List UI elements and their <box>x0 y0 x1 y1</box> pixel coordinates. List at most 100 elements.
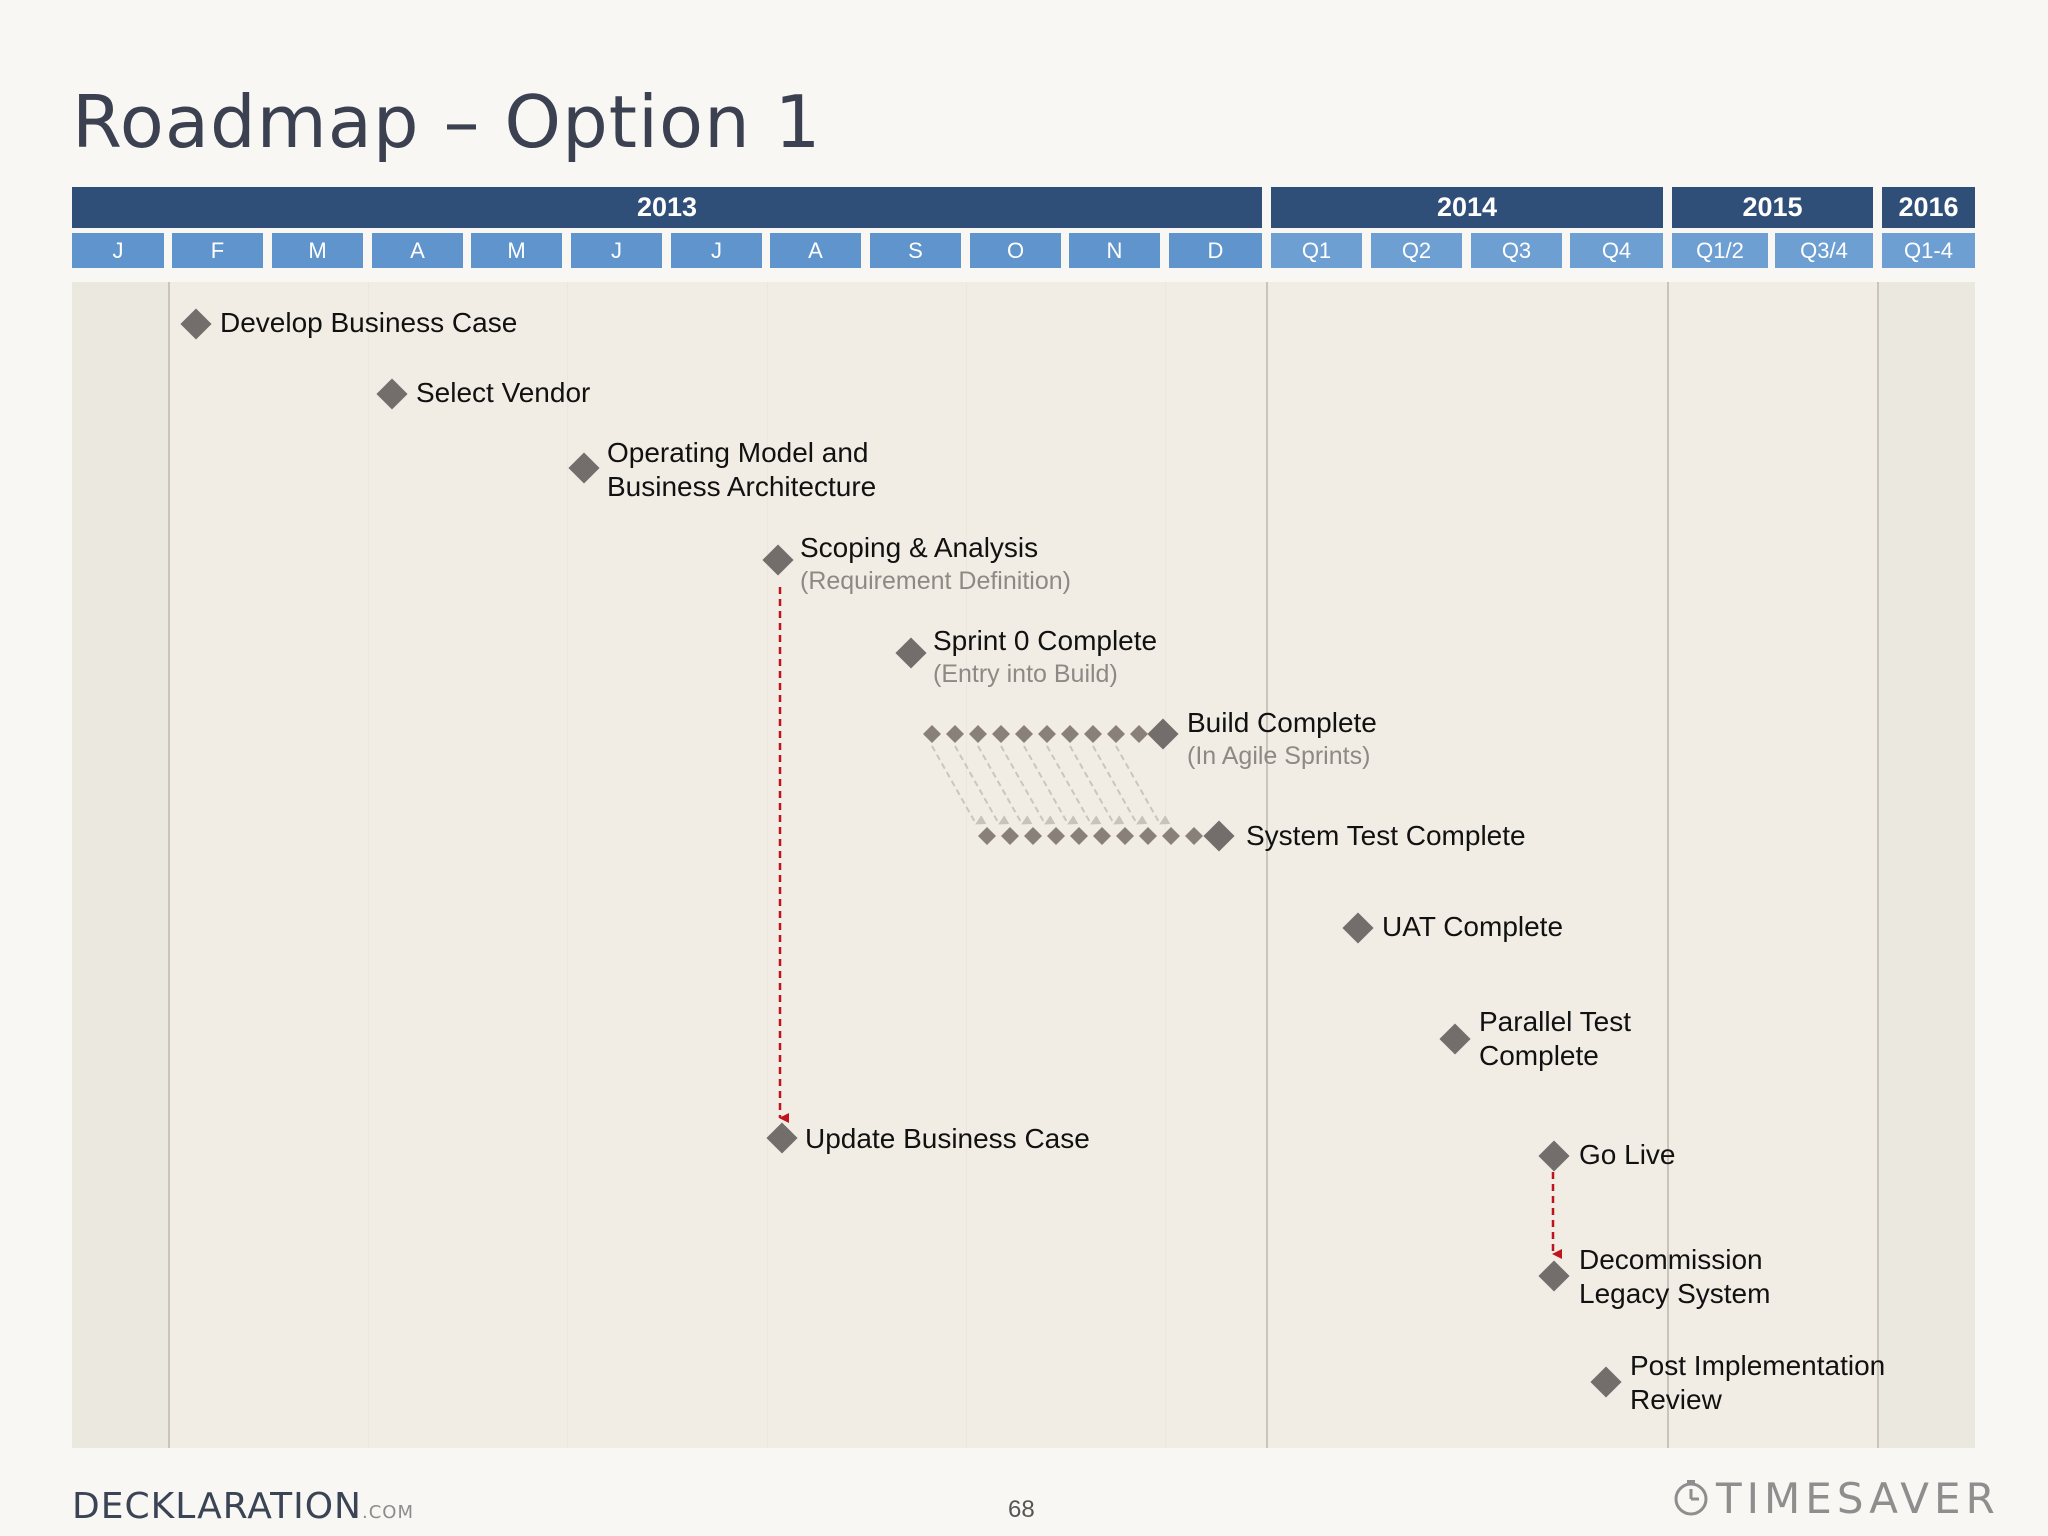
sprint-diamond <box>1130 725 1148 743</box>
milestone-label: Build Complete <box>1187 707 1377 738</box>
milestone-label: System Test Complete <box>1246 820 1526 851</box>
period-feb: F <box>172 233 263 268</box>
milestone-label: Parallel Test <box>1479 1006 1632 1037</box>
period-2014-q3: Q3 <box>1471 233 1562 268</box>
milestone-label: UAT Complete <box>1382 911 1564 942</box>
year-2016-band <box>1878 282 1975 1448</box>
milestone-post-implementation: Post Implementation Review <box>1630 1349 1885 1417</box>
milestone-label: Select Vendor <box>416 377 591 408</box>
milestone-label: Business Architecture <box>607 471 877 502</box>
milestone-label: Decommission <box>1579 1244 1763 1275</box>
sprint-diamonds-build <box>923 725 1171 743</box>
milestone-uat-complete: UAT Complete <box>1382 910 1563 944</box>
sprint-arrow <box>1046 745 1102 825</box>
sprint-diamond <box>969 725 987 743</box>
sprint-diamond <box>946 725 964 743</box>
period-oct: O <box>970 233 1061 268</box>
milestone-go-live: Go Live <box>1579 1138 1676 1172</box>
sprint-diamond <box>1070 827 1088 845</box>
sprint-diamond <box>1139 827 1157 845</box>
brand-text: TIMESAVER <box>1716 1474 2000 1523</box>
sprint-arrow <box>1023 745 1079 825</box>
sprint-diamond <box>1038 725 1056 743</box>
sprint-diamond <box>1024 827 1042 845</box>
period-jan: J <box>72 233 164 268</box>
milestone-parallel-test: Parallel Test Complete <box>1479 1005 1631 1073</box>
milestone-label: Update Business Case <box>805 1123 1090 1154</box>
sprint-diamond <box>923 725 941 743</box>
logo-suffix: .COM <box>361 1502 414 1523</box>
sprint-diamond <box>1162 827 1180 845</box>
milestone-select-vendor: Select Vendor <box>416 376 590 410</box>
milestone-scoping-analysis: Scoping & Analysis (Requirement Definiti… <box>800 531 1071 597</box>
period-mar: M <box>272 233 363 268</box>
milestone-sublabel: (In Agile Sprints) <box>1187 742 1371 770</box>
sprint-arrow <box>977 745 1033 825</box>
sprint-arrow <box>1115 745 1171 825</box>
logo-text: DECKLARATION <box>72 1486 362 1527</box>
milestone-label: Scoping & Analysis <box>800 532 1039 563</box>
milestone-decommission: Decommission Legacy System <box>1579 1243 1770 1311</box>
sprint-arrow <box>954 745 1010 825</box>
timeline-area <box>72 282 1975 1448</box>
gridline <box>767 282 768 1448</box>
milestone-label: Review <box>1630 1384 1722 1415</box>
january-band <box>72 282 169 1448</box>
sprint-diamond <box>1116 827 1134 845</box>
milestone-label: Go Live <box>1579 1139 1676 1170</box>
milestone-label: Legacy System <box>1579 1278 1771 1309</box>
period-aug: A <box>770 233 861 268</box>
period-sep: S <box>870 233 961 268</box>
milestone-operating-model: Operating Model and Business Architectur… <box>607 436 876 504</box>
timesaver-logo: TIMESAVER <box>1672 1474 2000 1523</box>
sprint-arrows <box>931 745 1171 825</box>
sprint-diamond <box>992 725 1010 743</box>
period-jun: J <box>571 233 662 268</box>
sprint-diamond <box>1185 827 1203 845</box>
sprint-arrow <box>931 745 987 825</box>
period-2014-q4: Q4 <box>1570 233 1663 268</box>
sprint-diamond <box>1015 725 1033 743</box>
sprint-diamond <box>1084 725 1102 743</box>
milestone-system-test: System Test Complete <box>1246 819 1526 853</box>
sprint-diamond <box>978 827 996 845</box>
milestone-build-complete: Build Complete (In Agile Sprints) <box>1187 706 1377 772</box>
period-nov: N <box>1069 233 1160 268</box>
period-apr: A <box>372 233 463 268</box>
sprint-arrow <box>1000 745 1056 825</box>
period-dec: D <box>1169 233 1262 268</box>
divider-2013-2014 <box>1266 282 1268 1448</box>
sprint-arrow <box>1069 745 1125 825</box>
divider-jan-feb <box>168 282 170 1448</box>
divider-2015-2016 <box>1877 282 1879 1448</box>
milestone-sublabel: (Entry into Build) <box>933 660 1118 688</box>
gridline <box>567 282 568 1448</box>
clock-icon <box>1674 1479 1708 1515</box>
period-jul: J <box>671 233 762 268</box>
milestone-label: Complete <box>1479 1040 1599 1071</box>
page-number: 68 <box>1008 1496 1035 1523</box>
milestone-label: Develop Business Case <box>220 307 518 338</box>
sprint-diamond <box>1047 827 1065 845</box>
year-2014: 2014 <box>1271 187 1663 228</box>
sprint-diamond <box>1001 827 1019 845</box>
period-2016-all: Q1-4 <box>1882 233 1975 268</box>
gridline <box>368 282 369 1448</box>
gridline <box>1165 282 1166 1448</box>
period-2015-h2: Q3/4 <box>1775 233 1873 268</box>
decklaration-logo: DECKLARATION.COM <box>72 1486 414 1527</box>
sprint-diamond <box>1093 827 1111 845</box>
period-2015-h1: Q1/2 <box>1672 233 1768 268</box>
sprint-arrow <box>1092 745 1148 825</box>
milestone-label: Sprint 0 Complete <box>933 625 1158 656</box>
year-2016: 2016 <box>1882 187 1975 228</box>
divider-2014-2015 <box>1667 282 1669 1448</box>
page-title: Roadmap – Option 1 <box>72 80 822 164</box>
milestone-label: Operating Model and <box>607 437 869 468</box>
sprint-diamonds-test <box>978 827 1226 845</box>
milestone-sprint-0: Sprint 0 Complete (Entry into Build) <box>933 624 1157 690</box>
sprint-diamond <box>1061 725 1079 743</box>
period-may: M <box>471 233 562 268</box>
milestone-sublabel: (Requirement Definition) <box>800 567 1071 595</box>
year-2015: 2015 <box>1672 187 1873 228</box>
